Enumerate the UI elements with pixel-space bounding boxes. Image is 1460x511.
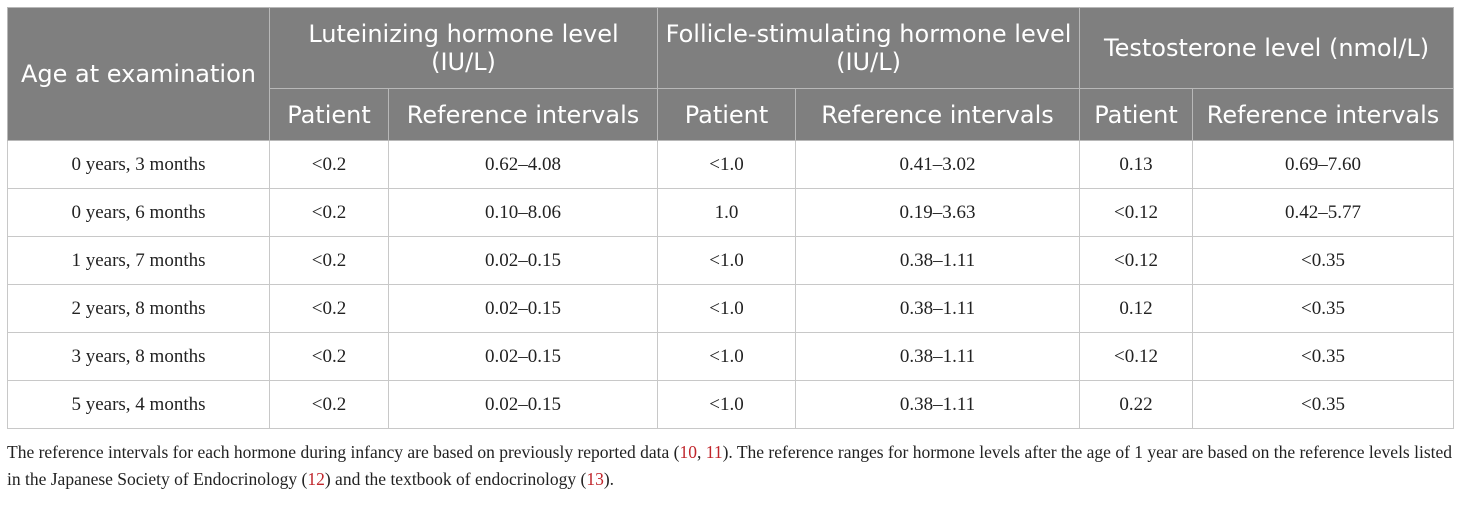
header-fsh-patient: Patient bbox=[657, 88, 797, 141]
cell-age: 0 years, 3 months bbox=[7, 140, 270, 189]
cell-lh-reference: 0.02–0.15 bbox=[387, 284, 659, 333]
cell-lh-reference: 0.02–0.15 bbox=[387, 332, 659, 381]
cell-fsh-patient: 1.0 bbox=[657, 188, 797, 237]
cell-fsh-patient: <1.0 bbox=[657, 236, 797, 285]
cell-lh-patient: <0.2 bbox=[269, 284, 389, 333]
table-row: 0 years, 6 months <0.2 0.10–8.06 1.0 0.1… bbox=[7, 188, 1455, 237]
cell-age: 3 years, 8 months bbox=[7, 332, 270, 381]
footnote-text: ) and the textbook of endocrinology ( bbox=[324, 469, 587, 489]
header-lh-reference: Reference intervals bbox=[387, 88, 659, 141]
cell-fsh-patient: <1.0 bbox=[657, 140, 797, 189]
cell-t-patient: 0.22 bbox=[1079, 380, 1194, 429]
cell-t-patient: <0.12 bbox=[1079, 332, 1194, 381]
cell-t-patient: 0.12 bbox=[1079, 284, 1194, 333]
header-testosterone: Testosterone level (nmol/L) bbox=[1079, 7, 1455, 89]
cell-t-reference: <0.35 bbox=[1192, 380, 1455, 429]
header-t-patient: Patient bbox=[1079, 88, 1194, 141]
header-lh-patient: Patient bbox=[269, 88, 389, 141]
footnote-text: , bbox=[696, 442, 706, 462]
header-fsh: Follicle-stimulating hormone level (IU/L… bbox=[657, 7, 1081, 89]
cell-lh-patient: <0.2 bbox=[269, 188, 389, 237]
cell-t-patient: <0.12 bbox=[1079, 236, 1194, 285]
citation-link-11[interactable]: 11 bbox=[705, 442, 723, 462]
cell-lh-patient: <0.2 bbox=[269, 380, 389, 429]
cell-lh-patient: <0.2 bbox=[269, 236, 389, 285]
cell-age: 0 years, 6 months bbox=[7, 188, 270, 237]
cell-fsh-patient: <1.0 bbox=[657, 380, 797, 429]
cell-age: 1 years, 7 months bbox=[7, 236, 270, 285]
table-footnote: The reference intervals for each hormone… bbox=[7, 439, 1453, 493]
citation-link-12[interactable]: 12 bbox=[307, 469, 325, 489]
cell-fsh-reference: 0.38–1.11 bbox=[795, 236, 1081, 285]
table-row: 5 years, 4 months <0.2 0.02–0.15 <1.0 0.… bbox=[7, 380, 1455, 429]
cell-age: 5 years, 4 months bbox=[7, 380, 270, 429]
citation-link-10[interactable]: 10 bbox=[679, 442, 697, 462]
cell-lh-patient: <0.2 bbox=[269, 332, 389, 381]
hormone-levels-table: Age at examination Luteinizing hormone l… bbox=[7, 7, 1455, 429]
table-row: 3 years, 8 months <0.2 0.02–0.15 <1.0 0.… bbox=[7, 332, 1455, 381]
cell-fsh-reference: 0.38–1.11 bbox=[795, 284, 1081, 333]
cell-t-reference: 0.69–7.60 bbox=[1192, 140, 1455, 189]
table-container: Age at examination Luteinizing hormone l… bbox=[7, 7, 1455, 511]
cell-fsh-reference: 0.38–1.11 bbox=[795, 332, 1081, 381]
cell-lh-reference: 0.62–4.08 bbox=[387, 140, 659, 189]
cell-lh-reference: 0.02–0.15 bbox=[387, 380, 659, 429]
cell-t-reference: 0.42–5.77 bbox=[1192, 188, 1455, 237]
header-lh: Luteinizing hormone level (IU/L) bbox=[268, 7, 659, 89]
cell-t-reference: <0.35 bbox=[1192, 284, 1455, 333]
cell-fsh-reference: 0.38–1.11 bbox=[795, 380, 1081, 429]
cell-fsh-patient: <1.0 bbox=[657, 332, 797, 381]
header-age: Age at examination bbox=[7, 7, 270, 141]
cell-t-patient: 0.13 bbox=[1079, 140, 1194, 189]
cell-age: 2 years, 8 months bbox=[7, 284, 270, 333]
table-row: 2 years, 8 months <0.2 0.02–0.15 <1.0 0.… bbox=[7, 284, 1455, 333]
table-row: 1 years, 7 months <0.2 0.02–0.15 <1.0 0.… bbox=[7, 236, 1455, 285]
header-row-1: Age at examination Luteinizing hormone l… bbox=[7, 7, 1455, 141]
citation-link-13[interactable]: 13 bbox=[586, 469, 604, 489]
footnote-text: The reference intervals for each hormone… bbox=[7, 442, 680, 462]
header-row-2: Patient Reference intervals Patient Refe… bbox=[8, 88, 1455, 141]
footnote-text: ). bbox=[603, 469, 615, 489]
cell-lh-patient: <0.2 bbox=[269, 140, 389, 189]
cell-t-reference: <0.35 bbox=[1192, 236, 1455, 285]
cell-lh-reference: 0.02–0.15 bbox=[387, 236, 659, 285]
cell-fsh-patient: <1.0 bbox=[657, 284, 797, 333]
cell-fsh-reference: 0.41–3.02 bbox=[795, 140, 1081, 189]
header-fsh-reference: Reference intervals bbox=[795, 88, 1081, 141]
cell-fsh-reference: 0.19–3.63 bbox=[795, 188, 1081, 237]
header-t-reference: Reference intervals bbox=[1192, 88, 1455, 141]
cell-lh-reference: 0.10–8.06 bbox=[387, 188, 659, 237]
cell-t-patient: <0.12 bbox=[1079, 188, 1194, 237]
footnote-text: ). The reference ranges for hormone leve… bbox=[7, 442, 1453, 489]
cell-t-reference: <0.35 bbox=[1192, 332, 1455, 381]
table-row: 0 years, 3 months <0.2 0.62–4.08 <1.0 0.… bbox=[7, 140, 1455, 189]
